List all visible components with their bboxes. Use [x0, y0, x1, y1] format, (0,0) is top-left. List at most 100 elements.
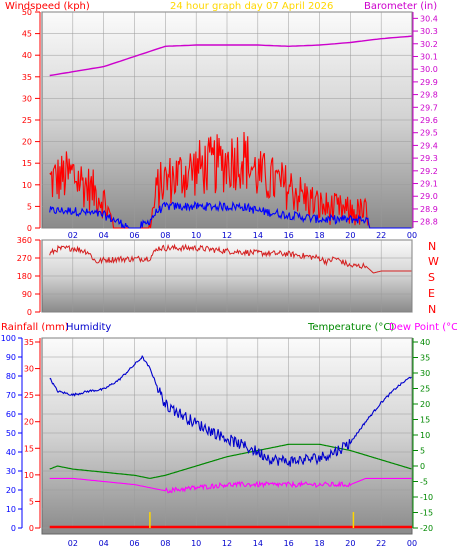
temperature-tick-label: -20 [420, 524, 433, 533]
humidity-tick-label: 60 [6, 410, 16, 419]
windspeed-tick-label: 30 [22, 94, 32, 103]
rainfall-tick-label: 0 [29, 524, 34, 533]
x-tick-label: 10 [191, 231, 201, 240]
dewpoint-line [49, 477, 412, 494]
barometer-tick-label: 29.4 [420, 141, 438, 150]
temperature-tick-label: 35 [420, 354, 430, 363]
wind-barometer-series [49, 35, 413, 229]
x-tick-label: 20 [345, 539, 355, 548]
barometer-tick-label: 28.9 [420, 205, 438, 214]
x-tick-label: 14 [253, 231, 263, 240]
barometer-tick-label: 30.0 [420, 65, 438, 74]
x-tick-label: 18 [314, 231, 324, 240]
barometer-tick-label: 30.1 [420, 52, 438, 61]
x-tick-label: 08 [160, 231, 170, 240]
x-tick-label: 12 [222, 231, 232, 240]
temperature-tick-label: 30 [420, 369, 430, 378]
humidity-axis-title: Humidity [66, 322, 111, 333]
x-tick-label: 04 [99, 231, 109, 240]
wind-average-line [49, 200, 412, 229]
barometer-axis-title: Barometer (in) [364, 1, 437, 12]
bottom-panel-x-tick-labels: 02 04 06 08 10 12 14 16 18 20 22 00 [68, 539, 417, 548]
humidity-tick-label: 20 [6, 486, 16, 495]
windspeed-tick-label: 25 [22, 116, 32, 125]
compass-point-label: S [428, 271, 435, 284]
temperature-tick-label: 25 [420, 385, 430, 394]
temperature-tick-label: 15 [420, 416, 430, 425]
humidity-tick-label: 90 [6, 353, 16, 362]
compass-point-label: W [428, 255, 439, 268]
x-tick-label: 00 [407, 231, 417, 240]
direction-degree-label: 0 [27, 308, 32, 317]
humidity-tick-label: 50 [6, 429, 16, 438]
temperature-axis-title: Temperature (°C) [307, 322, 394, 333]
compass-point-label: E [428, 287, 435, 300]
x-tick-label: 06 [129, 539, 139, 548]
temperature-tick-label: -15 [420, 509, 433, 518]
barometer-tick-label: 29.2 [420, 167, 438, 176]
barometer-tick-label: 28.8 [420, 218, 438, 227]
humidity-tick-label: 100 [1, 334, 16, 343]
barometer-tick-label: 29.0 [420, 192, 438, 201]
direction-degree-tick-labels: 0 90 180 270 360 [17, 236, 41, 317]
humidity-tick-label: 0 [11, 524, 16, 533]
rainfall-tick-label: 35 [24, 338, 34, 347]
x-tick-label: 22 [376, 539, 386, 548]
temperature-tick-label: -10 [420, 493, 433, 502]
temperature-line [49, 443, 412, 479]
barometer-tick-label: 29.3 [420, 154, 438, 163]
barometer-tick-label: 30.3 [420, 27, 438, 36]
x-tick-label: 02 [68, 231, 78, 240]
humidity-tick-label: 40 [6, 448, 16, 457]
barometer-tick-label: 29.5 [420, 129, 438, 138]
barometer-tick-label: 29.1 [420, 180, 438, 189]
direction-degree-label: 180 [17, 272, 32, 281]
direction-degree-label: 90 [22, 290, 32, 299]
temperature-tick-label: 20 [420, 400, 430, 409]
windspeed-tick-label: 35 [22, 73, 32, 82]
rainfall-tick-label: 5 [29, 497, 34, 506]
rainfall-tick-label: 20 [24, 418, 34, 427]
x-tick-label: 00 [407, 539, 417, 548]
x-tick-label: 12 [222, 539, 232, 548]
windspeed-tick-label: 10 [22, 181, 32, 190]
barometer-tick-labels: 28.8 28.9 29.0 29.1 29.2 29.3 29.4 29.5 29.6 29.7… [412, 12, 438, 228]
windspeed-tick-label: 20 [22, 138, 32, 147]
x-tick-label: 10 [191, 539, 201, 548]
x-tick-label: 22 [376, 231, 386, 240]
barometer-tick-label: 29.6 [420, 116, 438, 125]
compass-point-label: N [428, 303, 436, 316]
temperature-tick-label: 40 [420, 338, 430, 347]
barometer-tick-label: 29.8 [420, 91, 438, 100]
windspeed-tick-label: 40 [22, 51, 32, 60]
x-tick-label: 04 [99, 539, 109, 548]
wind-panel-x-tick-labels: 02 04 06 08 10 12 14 16 18 20 22 00 [68, 231, 417, 240]
temperature-tick-label: 0 [420, 462, 425, 471]
rainfall-tick-label: 15 [24, 444, 34, 453]
windspeed-tick-label: 5 [27, 202, 32, 211]
x-tick-label: 06 [129, 231, 139, 240]
barometer-tick-label: 30.2 [420, 40, 438, 49]
chart-title: 24 hour graph day 07 April 2026 [170, 1, 333, 12]
wind-direction-series [49, 243, 412, 274]
rainfall-tick-label: 10 [24, 471, 34, 480]
barometer-tick-label: 29.7 [420, 103, 438, 112]
rainfall-tick-label: 25 [24, 391, 34, 400]
x-tick-label: 16 [284, 539, 294, 548]
dewpoint-axis-title: Dew Point (°C) [389, 322, 457, 333]
windspeed-tick-label: 15 [22, 159, 32, 168]
barometer-tick-label: 30.4 [420, 14, 438, 23]
bottom-panel-axes: 010203040506070809010005101520253035-20-… [1, 334, 433, 533]
temperature-tick-label: -5 [420, 478, 428, 487]
temperature-tick-label: 10 [420, 431, 430, 440]
wind-panel-grid [42, 11, 413, 229]
wind-direction-line [49, 243, 412, 274]
barometer-line [49, 35, 413, 77]
x-tick-label: 02 [68, 539, 78, 548]
windspeed-tick-label: 50 [22, 8, 32, 17]
humidity-tick-label: 70 [6, 391, 16, 400]
x-tick-label: 08 [160, 539, 170, 548]
windspeed-tick-label: 45 [22, 30, 32, 39]
